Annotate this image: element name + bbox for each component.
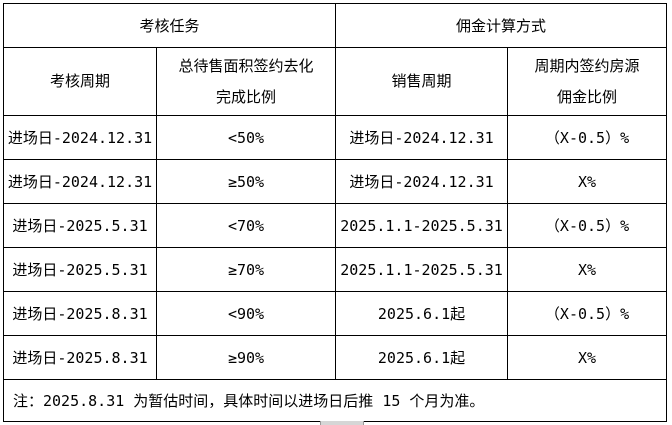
cell-completion-ratio: ≥90% [155,335,337,380]
cell-assessment-period: 进场日-2025.5.31 [3,203,157,248]
group-header-row: 考核任务 佣金计算方式 [2,3,668,48]
cell-assessment-period: 进场日-2024.12.31 [3,159,157,204]
cell-sales-period: 进场日-2024.12.31 [335,115,509,160]
cell-sales-period: 2025.6.1起 [335,291,509,336]
table-row: 进场日-2024.12.31 ≥50% 进场日-2024.12.31 X% [3,159,668,204]
cell-assessment-period: 进场日-2025.8.31 [3,291,157,336]
cell-completion-ratio: <50% [155,115,337,160]
cell-commission-rate: （X-0.5）% [507,115,668,160]
header-line: 考核周期 [49,72,110,90]
header-line: 佣金比例 [557,87,618,106]
commission-assessment-table: 考核任务 佣金计算方式 考核周期 总待售面积签约去化 完成比例 销售周期 周期内… [2,3,668,422]
column-header-commission-rate: 周期内签约房源 佣金比例 [507,47,668,116]
group-header-commission-method: 佣金计算方式 [335,3,668,48]
cell-commission-rate: （X-0.5）% [507,203,668,248]
table-row: 进场日-2025.5.31 ≥70% 2025.1.1-2025.5.31 X% [3,247,668,292]
header-line: 总待售面积签约去化 [178,56,314,75]
header-line: 周期内签约房源 [534,56,640,75]
column-header-row: 考核周期 总待售面积签约去化 完成比例 销售周期 周期内签约房源 佣金比例 [3,47,668,116]
cell-sales-period: 2025.1.1-2025.5.31 [335,247,509,292]
cell-sales-period: 进场日-2024.12.31 [335,159,509,204]
column-header-completion-ratio: 总待售面积签约去化 完成比例 [155,47,337,116]
table-row: 进场日-2024.12.31 <50% 进场日-2024.12.31 （X-0.… [3,115,668,160]
cell-commission-rate: （X-0.5）% [507,291,668,336]
note-row: 注：2025.8.31 为暂估时间，具体时间以进场日后推 15 个月为准。 [2,379,668,422]
cell-assessment-period: 进场日-2024.12.31 [3,115,157,160]
header-line: 完成比例 [216,87,277,106]
cell-sales-period: 2025.1.1-2025.5.31 [335,203,509,248]
cell-commission-rate: X% [507,335,668,380]
column-header-assessment-period: 考核周期 [3,47,157,116]
cell-commission-rate: X% [507,247,668,292]
table-row: 进场日-2025.5.31 <70% 2025.1.1-2025.5.31 （X… [3,203,668,248]
column-header-sales-period: 销售周期 [335,47,509,116]
table-row: 进场日-2025.8.31 ≥90% 2025.6.1起 X% [3,335,668,380]
cell-completion-ratio: <90% [155,291,337,336]
scrollbar-thumb-fragment[interactable] [320,421,364,425]
cell-completion-ratio: ≥50% [155,159,337,204]
header-line: 销售周期 [391,72,452,90]
cell-commission-rate: X% [507,159,668,204]
cell-assessment-period: 进场日-2025.5.31 [3,247,157,292]
cell-sales-period: 2025.6.1起 [335,335,509,380]
table-row: 进场日-2025.8.31 <90% 2025.6.1起 （X-0.5）% [3,291,668,336]
group-header-assessment-task: 考核任务 [2,3,337,48]
cell-completion-ratio: ≥70% [155,247,337,292]
cell-completion-ratio: <70% [155,203,337,248]
cell-assessment-period: 进场日-2025.8.31 [3,335,157,380]
table-footnote: 注：2025.8.31 为暂估时间，具体时间以进场日后推 15 个月为准。 [2,379,668,422]
